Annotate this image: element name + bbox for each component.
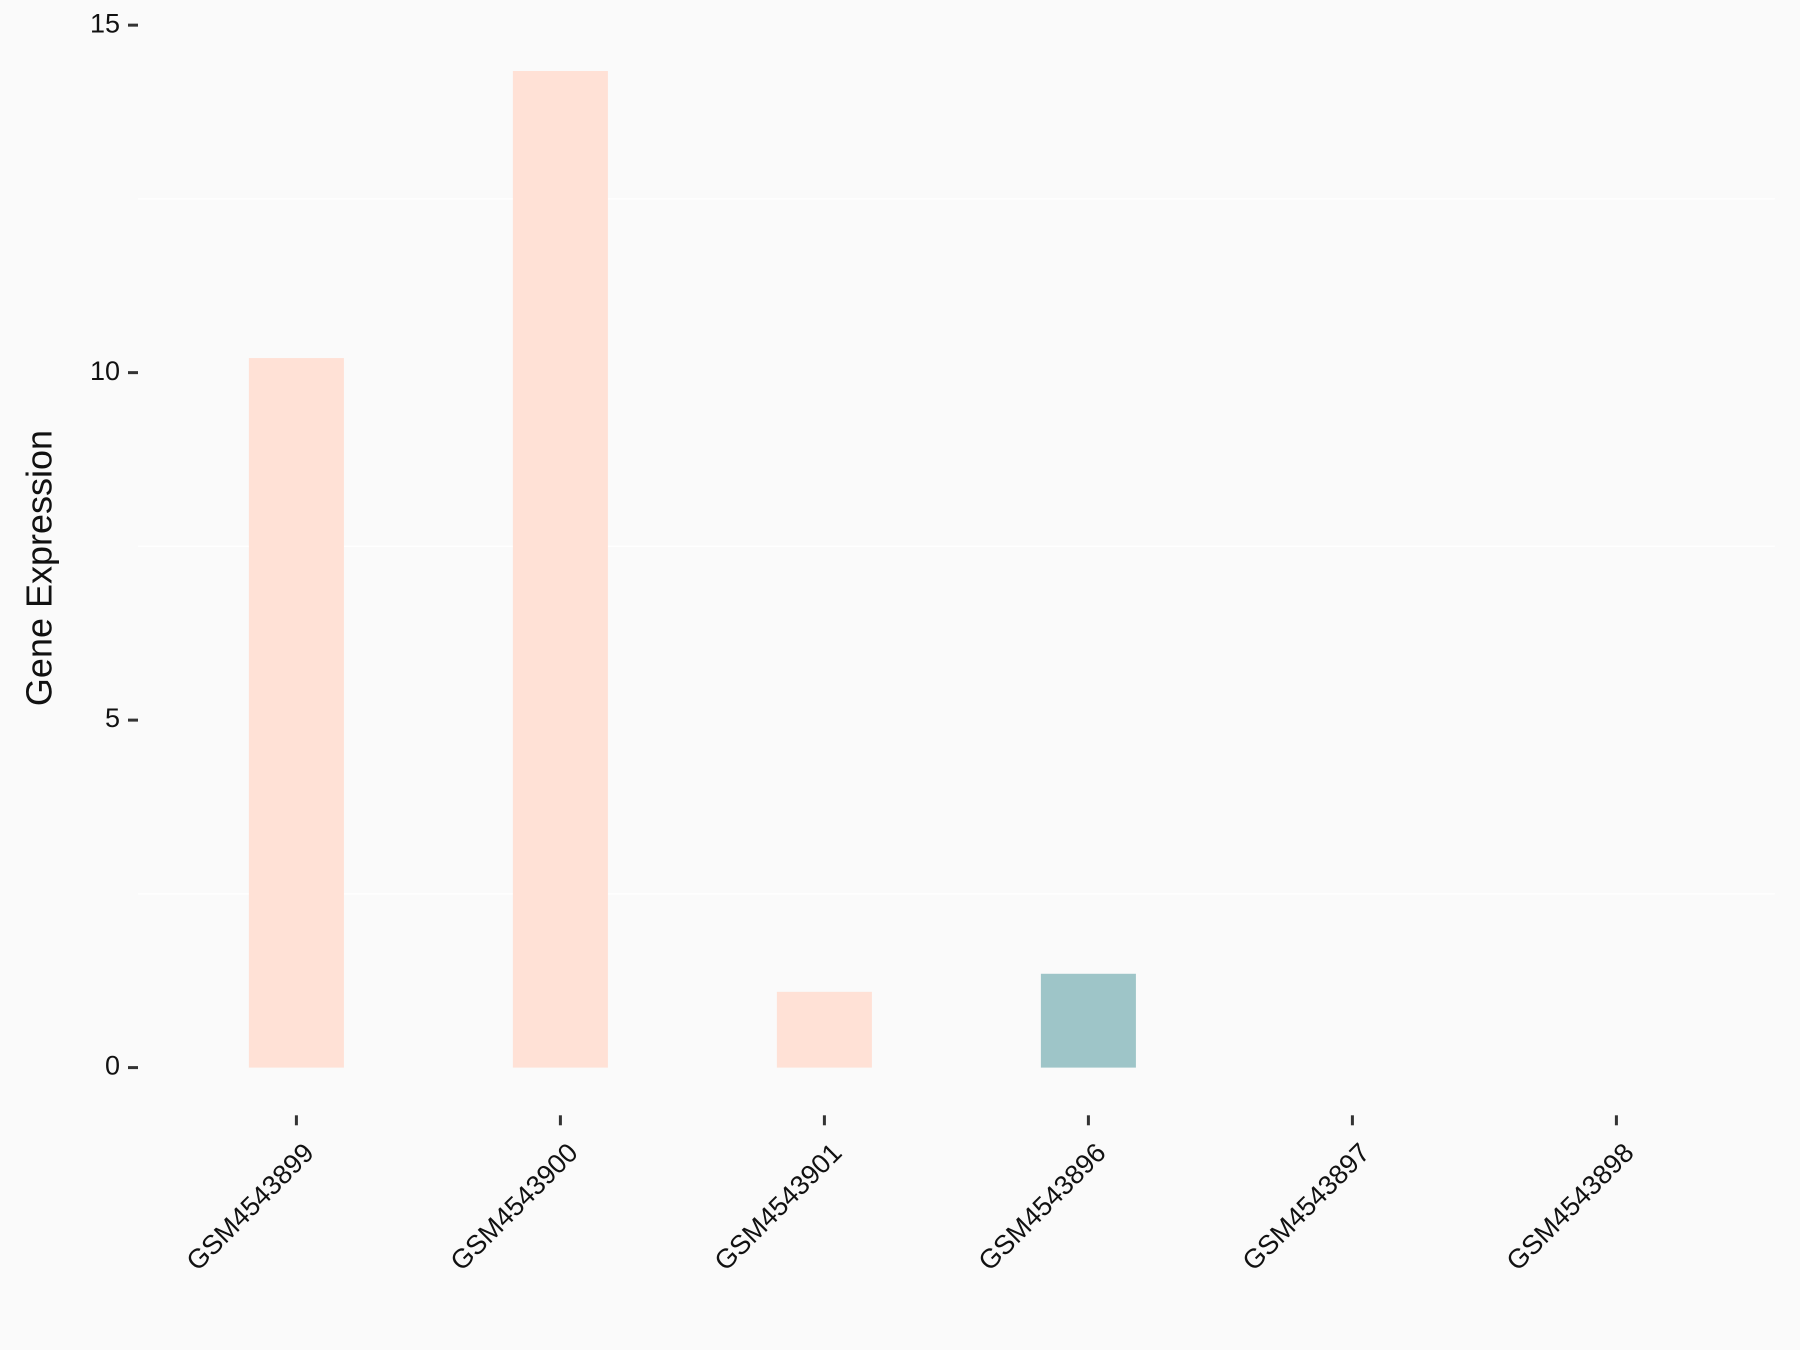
y-axis-title: Gene Expression <box>19 430 60 706</box>
bar <box>1040 973 1136 1068</box>
y-tick-label: 10 <box>90 356 120 386</box>
y-tick-label: 0 <box>105 1051 120 1081</box>
bar <box>776 991 872 1068</box>
bar <box>248 358 344 1068</box>
bar <box>512 71 608 1068</box>
y-tick-label: 15 <box>90 8 120 38</box>
y-tick-label: 5 <box>105 703 120 733</box>
